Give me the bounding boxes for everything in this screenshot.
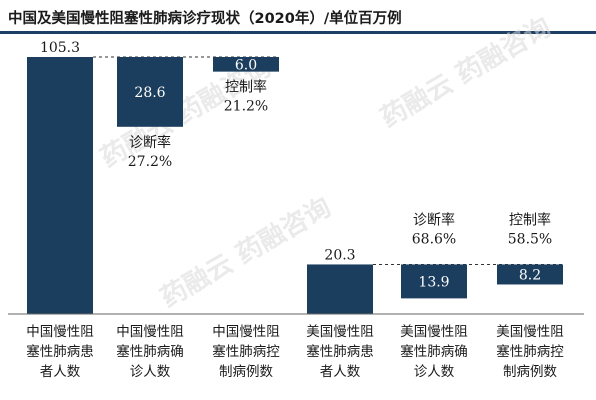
category-label: 美国慢性阻 [306, 323, 374, 340]
page-title: 中国及美国慢性阻塞性肺病诊疗现状（2020年）/单位百万例 [8, 11, 402, 27]
value-label: 8.2 [519, 267, 541, 283]
category-label: 塞性肺病患 [306, 343, 374, 360]
category-label: 塞性肺病确 [400, 343, 468, 360]
value-label: 28.6 [134, 85, 165, 101]
category-label: 制病例数 [503, 364, 557, 380]
category-label: 中国慢性阻 [116, 323, 184, 340]
category-label: 美国慢性阻 [496, 323, 564, 340]
title-underline [0, 31, 596, 34]
category-label: 制病例数 [219, 364, 273, 380]
rate-annotations: 诊断率 27.2% 控制率 21.2% 诊断率 68.6% 控制率 58.5% [128, 79, 552, 248]
category-label: 中国慢性阻 [212, 323, 280, 340]
category-label: 塞性肺病患 [26, 343, 94, 360]
bar-1 [27, 57, 93, 314]
category-label: 诊人数 [130, 364, 171, 380]
value-labels: 105.3 28.6 6.0 20.3 13.9 8.2 [40, 40, 541, 290]
category-label: 塞性肺病确 [116, 343, 184, 360]
category-label: 塞性肺病控 [212, 343, 280, 360]
rate-value: 21.2% [224, 99, 268, 115]
value-label: 13.9 [418, 274, 449, 290]
bar-5 [401, 264, 467, 299]
rate-value: 27.2% [128, 154, 172, 170]
category-label: 诊人数 [414, 364, 455, 380]
bar-3 [213, 57, 279, 72]
category-label: 中国慢性阻 [26, 323, 94, 340]
rate-name: 控制率 [509, 211, 551, 228]
rate-value: 68.6% [412, 231, 456, 247]
bars [27, 57, 563, 314]
category-label: 者人数 [40, 364, 81, 380]
bar-6 [497, 264, 563, 285]
bar-4 [307, 264, 373, 314]
value-label: 105.3 [40, 40, 80, 56]
watermark-text: 药融云 药融咨询 [375, 11, 556, 133]
rate-name: 控制率 [225, 79, 267, 96]
category-label: 塞性肺病控 [496, 343, 564, 360]
bar-2 [117, 57, 183, 127]
value-label: 20.3 [324, 247, 355, 263]
value-label: 6.0 [235, 57, 257, 73]
rate-value: 58.5% [508, 231, 552, 247]
rate-name: 诊断率 [413, 211, 455, 228]
category-label: 者人数 [320, 364, 361, 380]
category-label: 美国慢性阻 [400, 323, 468, 340]
rate-name: 诊断率 [129, 134, 171, 151]
